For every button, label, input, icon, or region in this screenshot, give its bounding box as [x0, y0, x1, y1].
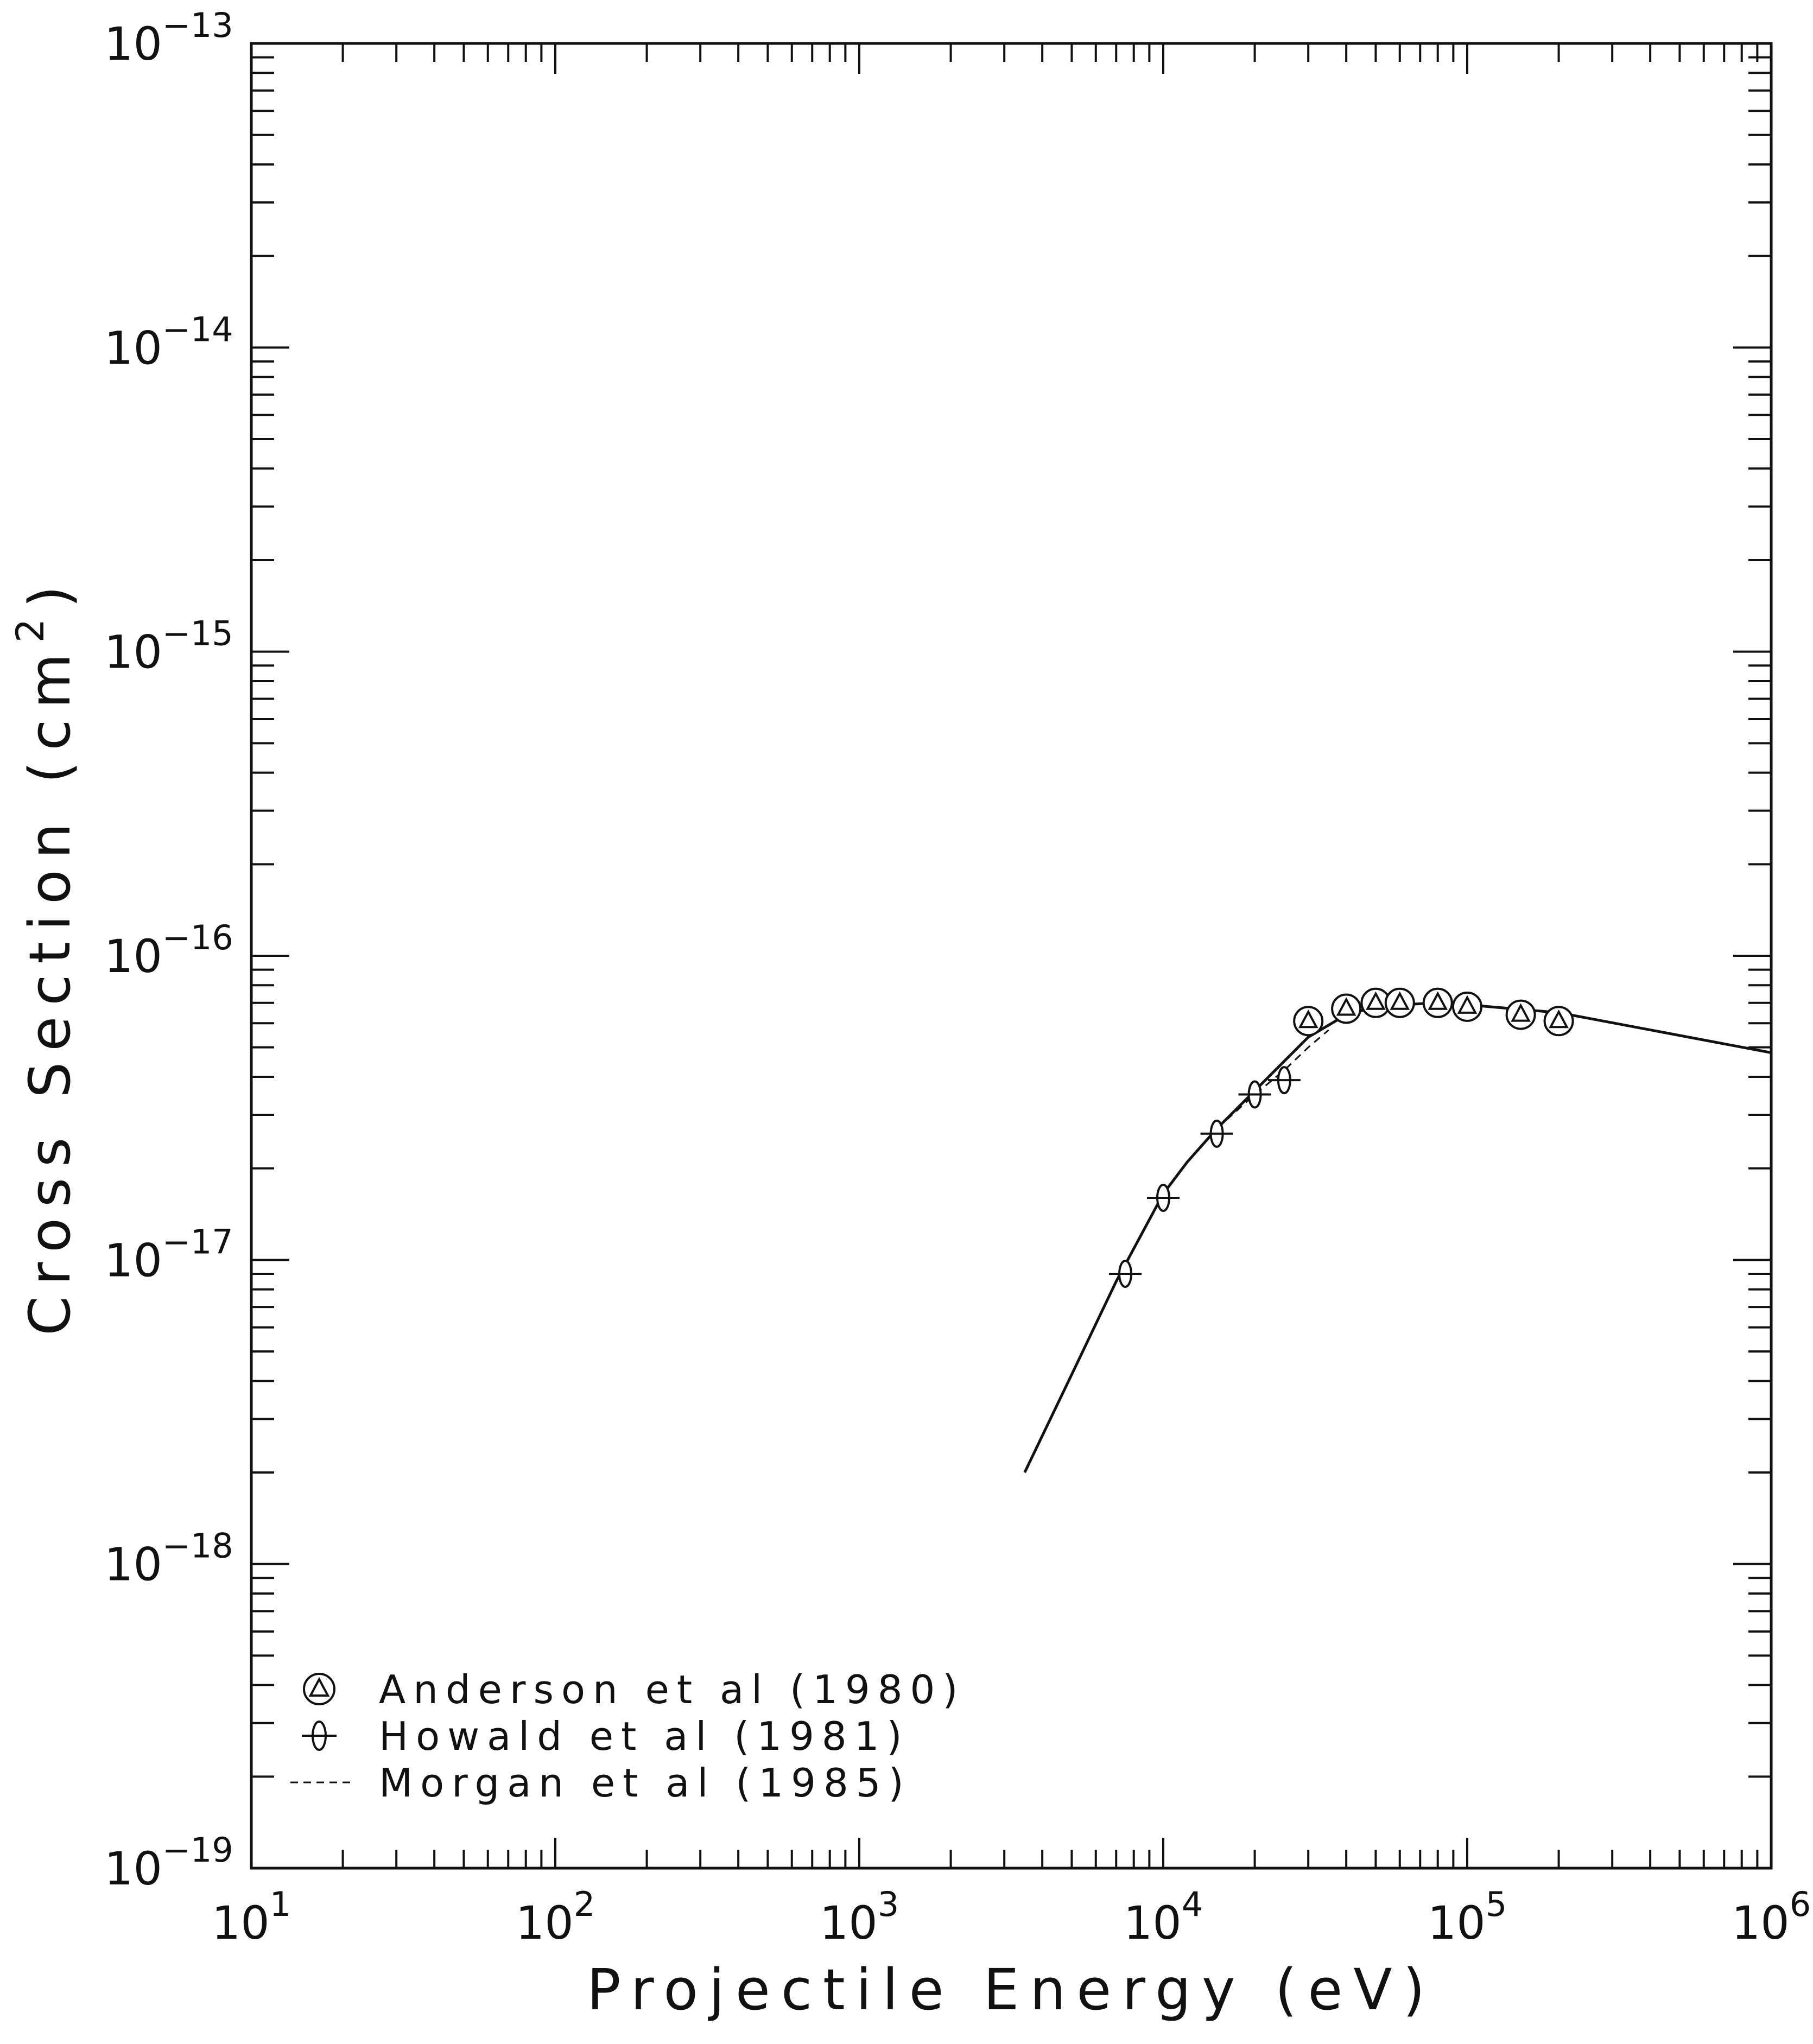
anderson-point	[1452, 991, 1482, 1022]
anderson-point	[1422, 987, 1453, 1018]
anderson-point	[1543, 1006, 1574, 1037]
data-markers	[1109, 987, 1574, 1288]
data-lines	[1023, 1001, 1772, 1474]
anderson-point	[1293, 1006, 1324, 1037]
series-line-fit	[1023, 1001, 1772, 1474]
legend-label-howald: Howald et al (1981)	[379, 1713, 910, 1759]
y-tick-label: 10−18	[104, 1526, 233, 1591]
anderson-point	[1331, 993, 1362, 1024]
x-tick-label: 103	[820, 1884, 899, 1950]
y-axis-title-main: Cross Section (cm	[17, 643, 83, 1336]
axis-ticks	[250, 42, 1772, 1869]
legend: Anderson et al (1980) Howald et al (1981…	[290, 1667, 965, 1806]
x-tick-label: 106	[1732, 1884, 1811, 1950]
y-tick-labels: 10−19 10−18 10−17 10−16 10−15 10−14 10−13	[104, 5, 233, 1895]
legend-marker-anderson	[303, 1673, 335, 1705]
y-axis-title-sup: 2	[8, 608, 53, 643]
y-tick-label: 10−19	[104, 1830, 233, 1895]
series-line-morgan	[1216, 1029, 1329, 1129]
howald-point	[1147, 1183, 1180, 1212]
y-tick-label: 10−16	[104, 918, 233, 983]
plot-frame	[250, 42, 1773, 1870]
x-tick-label: 105	[1428, 1884, 1507, 1950]
howald-point	[1238, 1080, 1271, 1109]
x-tick-label: 104	[1124, 1884, 1203, 1950]
howald-point	[1109, 1259, 1142, 1288]
y-axis-title: Cross Section (cm2)	[8, 575, 83, 1336]
y-tick-label: 10−13	[104, 5, 233, 71]
anderson-point	[1360, 987, 1391, 1018]
anderson-point	[1384, 987, 1415, 1018]
x-tick-label: 101	[212, 1884, 291, 1950]
legend-label-morgan: Morgan et al (1985)	[379, 1760, 911, 1806]
y-axis-title-close: )	[17, 575, 83, 608]
howald-point	[1200, 1119, 1233, 1148]
x-axis-title: Projectile Energy (eV)	[587, 1957, 1436, 2023]
x-tick-label: 102	[516, 1884, 595, 1950]
y-tick-label: 10−14	[104, 309, 233, 374]
y-tick-label: 10−15	[104, 614, 233, 679]
anderson-point	[1505, 999, 1536, 1030]
howald-point	[1267, 1066, 1301, 1095]
legend-label-anderson: Anderson et al (1980)	[379, 1667, 965, 1712]
y-tick-label: 10−17	[104, 1222, 233, 1287]
x-tick-labels: 101 102 103 104 105 106	[212, 1884, 1811, 1950]
legend-marker-howald	[302, 1721, 337, 1751]
